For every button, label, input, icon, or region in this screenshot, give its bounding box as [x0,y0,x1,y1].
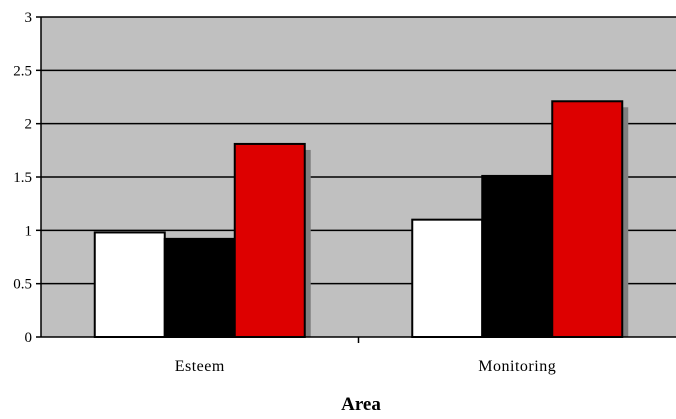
y-tick-label: 2 [25,117,33,133]
bar-esteem-series-3 [233,142,306,338]
x-category-label: Monitoring [478,358,556,375]
y-tick-label: 1.5 [13,170,32,186]
x-axis-ticks: Esteem Monitoring [175,337,556,375]
bar-monitoring-series-2 [481,174,554,338]
bar-monitoring-series-1 [411,218,484,339]
x-category-label: Esteem [175,358,225,375]
bar-esteem-series-1 [93,231,166,338]
bar-esteem-series-2 [163,237,236,338]
x-axis-title: Area [341,394,381,415]
y-tick-label: 0.5 [13,277,32,293]
y-tick-label: 0 [25,330,33,346]
y-tick-label: 3 [25,10,33,26]
bar-monitoring-series-3 [551,100,624,339]
y-tick-label: 2.5 [13,63,32,79]
y-axis-ticks: 0 0.5 1 1.5 2 2.5 3 [13,10,41,346]
bars [93,100,629,339]
y-tick-label: 1 [25,223,33,239]
